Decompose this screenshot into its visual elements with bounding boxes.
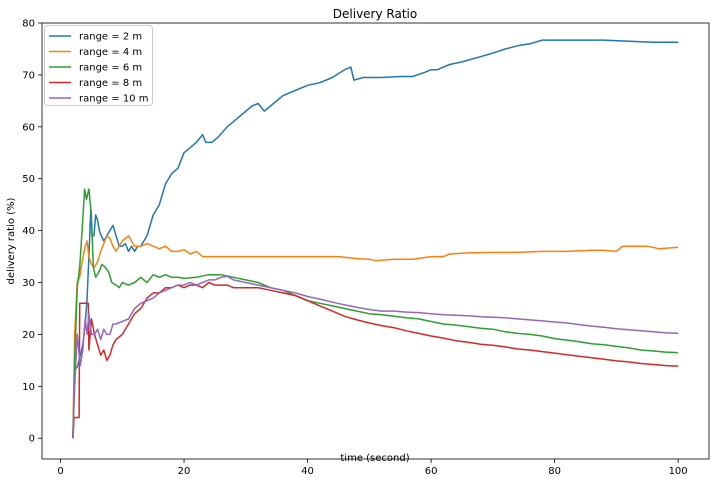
x-tick-label-40: 40 [301, 466, 314, 477]
legend-label-4: range = 10 m [79, 94, 148, 105]
series-line-3 [72, 281, 679, 439]
legend-label-3: range = 8 m [79, 78, 142, 89]
chart-title: Delivery Ratio [333, 7, 417, 21]
series-line-4 [72, 275, 679, 439]
x-axis-label: time (second) [340, 453, 409, 464]
y-tick-label-80: 80 [22, 19, 35, 30]
series-line-2 [72, 188, 679, 439]
legend-label-2: range = 6 m [79, 63, 142, 74]
y-tick-label-20: 20 [22, 330, 35, 341]
y-tick-label-60: 60 [22, 122, 35, 133]
x-tick-label-0: 0 [57, 466, 63, 477]
y-tick-label-40: 40 [22, 226, 35, 237]
axes-frame [41, 22, 710, 460]
y-tick-label-30: 30 [22, 278, 35, 289]
x-tick-label-80: 80 [548, 466, 561, 477]
x-tick-label-60: 60 [425, 466, 438, 477]
plot-area: 0 20 40 60 80 100 0 10 20 30 40 50 60 70 80 [22, 19, 710, 477]
y-tick-label-10: 10 [22, 382, 35, 393]
y-tick-label-70: 70 [22, 70, 35, 81]
y-tick-label-0: 0 [29, 434, 35, 445]
y-axis-label: delivery ratio (%) [6, 197, 17, 284]
series-line-0 [72, 39, 679, 439]
legend: range = 2 m range = 4 m range = 6 m range =… [44, 25, 153, 106]
legend-label-1: range = 4 m [79, 47, 142, 58]
x-tick-label-100: 100 [669, 466, 688, 477]
y-tick-label-50: 50 [22, 174, 35, 185]
series-line-1 [72, 235, 679, 439]
legend-box [44, 25, 153, 106]
legend-label-0: range = 2 m [79, 32, 142, 43]
x-tick-label-20: 20 [178, 466, 191, 477]
